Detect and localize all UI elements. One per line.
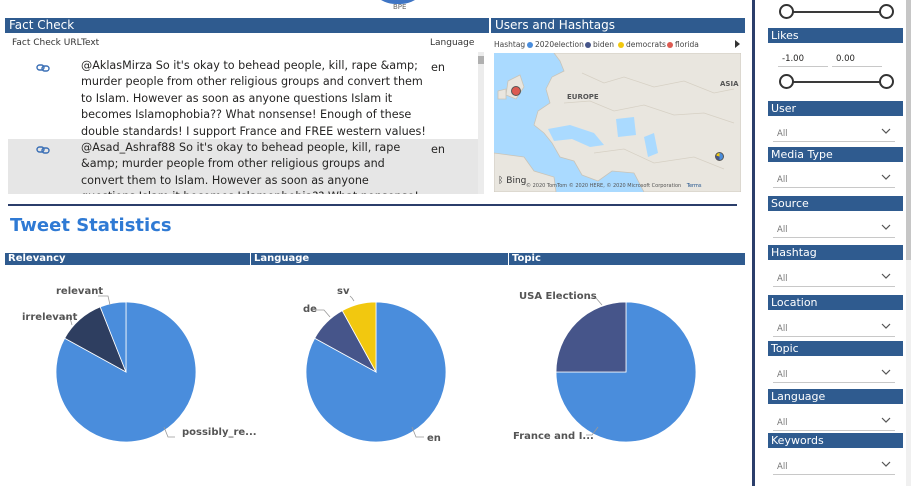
pie-label: France and I... — [513, 431, 594, 442]
slicer-dropdown-topic[interactable]: All — [773, 363, 895, 383]
pie-charts[interactable] — [0, 265, 750, 465]
legend-item-biden[interactable]: biden — [585, 40, 614, 49]
topic-header: Topic — [509, 253, 745, 265]
pie-label: relevant — [56, 286, 104, 297]
pie-slice-relevant[interactable] — [99, 301, 127, 373]
pie-leader-line — [349, 295, 355, 302]
pie-label: irrelevant — [22, 312, 78, 323]
slicer-header-user: User — [768, 101, 903, 116]
range-slider-track[interactable] — [786, 11, 886, 13]
pie-label: sv — [337, 286, 350, 297]
tweet-statistics-title: Tweet Statistics — [10, 215, 172, 236]
pie-slice-usa-elections[interactable] — [555, 301, 627, 373]
pie-slice-sv[interactable] — [341, 301, 377, 373]
slicer-dropdown-source[interactable]: All — [773, 218, 895, 238]
chevron-down-icon — [881, 174, 891, 180]
relevancy-header: Relevancy — [5, 253, 250, 265]
pie-label: possibly_re... — [182, 427, 257, 438]
slicer-dropdown-language[interactable]: All — [773, 411, 895, 431]
slicer-dropdown-media-type[interactable]: All — [773, 168, 895, 188]
map-credits: © 2020 TomTom © 2020 HERE, © 2020 Micros… — [526, 183, 702, 189]
chevron-down-icon — [881, 461, 891, 467]
likes-slider-track[interactable] — [786, 81, 886, 83]
section-divider — [8, 204, 737, 206]
column-header-url[interactable]: Fact Check URL — [12, 38, 82, 48]
map-marker-cluster[interactable] — [715, 152, 724, 161]
filter-pane-border — [752, 0, 755, 486]
slicer-header-location: Location — [768, 295, 903, 310]
link-icon[interactable] — [36, 63, 50, 73]
column-header-text[interactable]: Text — [81, 38, 100, 48]
chevron-down-icon — [881, 128, 891, 134]
likes-slicer-header: Likes — [768, 28, 903, 43]
tweet-language: en — [431, 61, 445, 74]
map-marker-florida[interactable] — [511, 86, 521, 96]
table-row[interactable]: @AklasMirza So it's okay to behead peopl… — [8, 57, 480, 139]
table-row[interactable]: @Asad_Ashraf88 So it's okay to behead pe… — [8, 139, 480, 194]
pane-scrollbar-thumb[interactable] — [906, 0, 911, 260]
slicer-dropdown-keywords[interactable]: All — [773, 455, 895, 475]
slicer-dropdown-location[interactable]: All — [773, 317, 895, 337]
map-label-europe: EUROPE — [567, 93, 599, 101]
range-slider-min-handle[interactable] — [779, 4, 794, 19]
slicer-header-topic: Topic — [768, 341, 903, 356]
chevron-down-icon — [881, 417, 891, 423]
table-scrollbar-thumb[interactable] — [478, 56, 484, 64]
slicer-header-hashtag: Hashtag — [768, 245, 903, 260]
range-slider-max-handle[interactable] — [879, 4, 894, 19]
chevron-down-icon — [881, 224, 891, 230]
pie-leader-line — [588, 297, 603, 306]
table-scrollbar[interactable] — [478, 52, 484, 194]
chevron-down-icon — [881, 323, 891, 329]
slicer-header-source: Source — [768, 196, 903, 211]
pie-leader-line — [98, 295, 111, 306]
legend-dot-icon — [667, 42, 673, 48]
bing-logo: ᛒ Bing — [498, 176, 527, 186]
map-visual[interactable]: EUROPE ASIA ᛒ Bing © 2020 TomTom © 2020 … — [494, 53, 741, 192]
likes-slider-max-handle[interactable] — [879, 74, 894, 89]
likes-max-input[interactable]: 0.00 — [832, 52, 882, 67]
likes-slider-min-handle[interactable] — [779, 74, 794, 89]
tweet-text: @AklasMirza So it's okay to behead peopl… — [81, 59, 426, 138]
pie-leader-line — [411, 426, 424, 438]
tweet-language: en — [431, 143, 445, 156]
pie-label: de — [303, 304, 317, 315]
language-header: Language — [251, 253, 508, 265]
slicer-dropdown-hashtag[interactable]: All — [773, 267, 895, 287]
fact-check-table[interactable]: Fact Check URL Text Language @AklasMirza… — [8, 33, 488, 194]
slicer-dropdown-user[interactable]: All — [773, 122, 895, 142]
bing-icon: ᛒ — [498, 176, 504, 186]
legend-dot-icon — [585, 42, 591, 48]
pie-leader-line — [163, 426, 175, 438]
fact-check-header: Fact Check — [5, 18, 489, 33]
pie-leader-line — [586, 426, 599, 436]
users-hashtags-header: Users and Hashtags — [491, 18, 745, 33]
legend-dot-icon — [618, 42, 624, 48]
slicer-header-media-type: Media Type — [768, 147, 903, 162]
slicer-header-keywords: Keywords — [768, 433, 903, 448]
legend-item-democrats[interactable]: democrats — [618, 40, 666, 49]
chevron-down-icon — [881, 273, 891, 279]
map-label-asia: ASIA — [720, 80, 739, 88]
legend-next-arrow-icon[interactable] — [735, 40, 740, 48]
slicer-header-language: Language — [768, 389, 903, 404]
map-land — [494, 53, 741, 192]
pie-label: en — [427, 433, 441, 444]
legend-item-florida[interactable]: florida — [667, 40, 699, 49]
pie-leader-line — [62, 317, 73, 326]
likes-min-input[interactable]: -1.00 — [778, 52, 828, 67]
link-icon[interactable] — [36, 145, 50, 155]
pie-leader-line — [316, 309, 331, 318]
top-circle-fragment — [366, 0, 430, 4]
column-header-language[interactable]: Language — [430, 38, 475, 48]
pie-label: USA Elections — [519, 291, 597, 302]
top-fragment-label: BPE — [393, 3, 407, 11]
legend-item-2020election[interactable]: 2020election — [527, 40, 584, 49]
terms-link[interactable]: Terms — [686, 183, 702, 189]
tweet-text: @Asad_Ashraf88 So it's okay to behead pe… — [81, 141, 419, 194]
chevron-down-icon — [881, 369, 891, 375]
legend-dot-icon — [527, 42, 533, 48]
legend-title: Hashtag — [494, 40, 526, 49]
